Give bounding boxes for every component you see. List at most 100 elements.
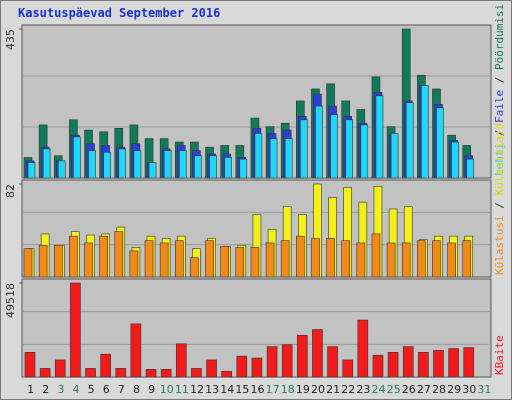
bar bbox=[236, 355, 248, 378]
bar bbox=[73, 136, 81, 179]
bar bbox=[451, 141, 459, 179]
x-tick-label: 26 bbox=[402, 383, 416, 396]
bar bbox=[220, 246, 229, 278]
bar bbox=[54, 359, 66, 378]
bar bbox=[191, 368, 202, 378]
x-tick-label: 1 bbox=[27, 383, 34, 396]
bar bbox=[254, 133, 263, 179]
bar bbox=[312, 329, 323, 378]
bar bbox=[174, 240, 184, 278]
bar bbox=[447, 242, 456, 278]
bar bbox=[194, 155, 202, 179]
bar bbox=[251, 357, 263, 378]
bar bbox=[402, 346, 414, 378]
bar bbox=[327, 346, 338, 378]
bar bbox=[206, 359, 217, 378]
x-tick-label: 27 bbox=[417, 383, 431, 396]
legend-entry: Pöördumisi bbox=[493, 4, 506, 70]
bar bbox=[315, 105, 323, 179]
bar bbox=[375, 95, 384, 179]
bar bbox=[401, 242, 411, 278]
bar bbox=[190, 257, 199, 278]
bar bbox=[345, 119, 354, 179]
legend: Lehti / Faile / Pöördumisi bbox=[493, 4, 506, 176]
bar bbox=[23, 248, 33, 278]
bar bbox=[342, 359, 354, 378]
bar bbox=[100, 353, 111, 378]
legend-entry: Külastajaid bbox=[493, 123, 506, 196]
x-tick-label: 13 bbox=[205, 383, 219, 396]
x-tick-label: 23 bbox=[356, 383, 370, 396]
x-tick-label: 15 bbox=[235, 383, 249, 396]
x-tick-label: 17 bbox=[266, 383, 280, 396]
bar bbox=[417, 240, 426, 278]
bar bbox=[418, 352, 429, 378]
bar bbox=[466, 158, 475, 179]
x-tick-label: 30 bbox=[462, 383, 476, 396]
bar bbox=[390, 133, 399, 179]
x-tick-label: 2 bbox=[42, 383, 49, 396]
bar bbox=[433, 350, 444, 378]
bar bbox=[448, 348, 459, 378]
x-tick-label: 31 bbox=[477, 383, 491, 396]
x-tick-label: 12 bbox=[190, 383, 204, 396]
bar bbox=[265, 242, 275, 278]
x-tick-label: 3 bbox=[57, 383, 64, 396]
legend: KBaite bbox=[493, 335, 506, 375]
x-tick-label: 10 bbox=[160, 383, 174, 396]
bar bbox=[341, 240, 351, 278]
x-tick-label: 29 bbox=[447, 383, 461, 396]
bar bbox=[70, 282, 81, 378]
x-tick-label: 19 bbox=[296, 383, 310, 396]
x-tick-label: 5 bbox=[88, 383, 95, 396]
bar bbox=[129, 250, 139, 278]
bar bbox=[326, 238, 335, 278]
bar bbox=[250, 247, 260, 278]
bar bbox=[266, 346, 278, 378]
bar bbox=[118, 148, 127, 179]
bar bbox=[148, 162, 157, 179]
bar bbox=[387, 352, 399, 378]
bar bbox=[130, 323, 142, 378]
y-tick-label: 435 bbox=[4, 29, 17, 50]
x-tick-label: 20 bbox=[311, 383, 325, 396]
bar bbox=[115, 368, 127, 378]
chart-title: Kasutuspäevad September 2016 bbox=[18, 6, 220, 20]
legend-separator: / bbox=[493, 196, 506, 216]
bar bbox=[280, 240, 290, 278]
x-tick-label: 11 bbox=[175, 383, 189, 396]
bar bbox=[432, 240, 441, 278]
x-tick-label: 18 bbox=[281, 383, 295, 396]
legend: Külastusi / Külastajaid bbox=[493, 123, 506, 275]
bar bbox=[239, 158, 248, 179]
bar bbox=[133, 150, 142, 179]
legend-entry: Lehti bbox=[493, 143, 506, 176]
bar bbox=[360, 124, 369, 179]
bar bbox=[284, 138, 293, 179]
bar bbox=[311, 238, 320, 278]
bar bbox=[436, 107, 444, 179]
legend-entry: KBaite bbox=[493, 335, 506, 375]
bar bbox=[405, 102, 414, 179]
bar bbox=[145, 369, 157, 378]
bar bbox=[205, 240, 214, 278]
bar bbox=[42, 148, 51, 179]
x-tick-label: 4 bbox=[72, 383, 79, 396]
bar bbox=[24, 352, 36, 378]
bar bbox=[463, 347, 475, 378]
bar bbox=[372, 354, 384, 378]
x-tick-label: 22 bbox=[341, 383, 355, 396]
bar bbox=[462, 240, 472, 278]
bar bbox=[84, 242, 93, 278]
bar bbox=[330, 114, 338, 179]
x-tick-label: 21 bbox=[326, 383, 340, 396]
x-tick-label: 6 bbox=[103, 383, 110, 396]
legend-entry: Faile bbox=[493, 90, 506, 123]
x-tick-label: 24 bbox=[372, 383, 386, 396]
legend-separator: / bbox=[493, 70, 506, 90]
x-tick-label: 8 bbox=[133, 383, 140, 396]
bar bbox=[69, 235, 78, 278]
bar bbox=[281, 344, 293, 378]
x-tick-label: 28 bbox=[432, 383, 446, 396]
